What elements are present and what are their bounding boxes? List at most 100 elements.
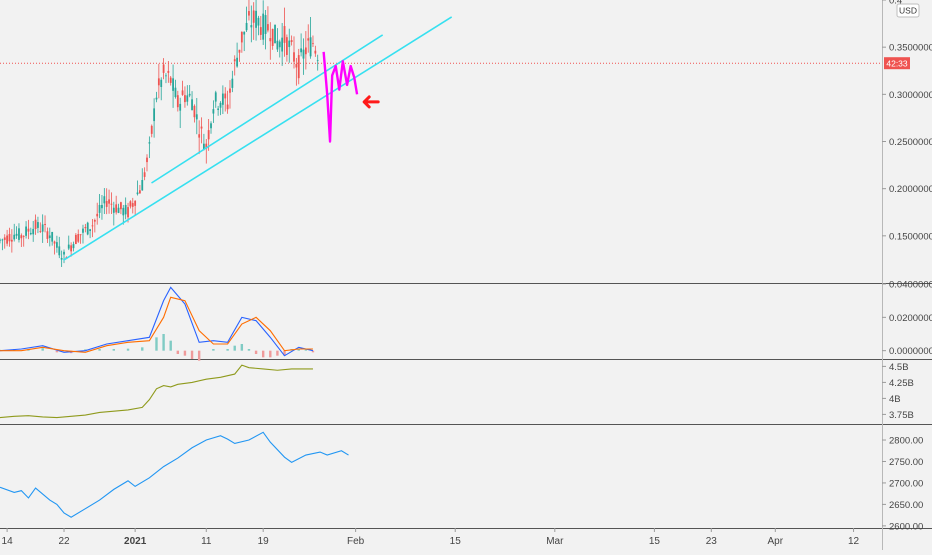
x-tick-label: Mar: [546, 536, 564, 547]
y-tick-label: 4.5B: [889, 362, 909, 373]
candle-body: [98, 204, 101, 213]
candle-body: [179, 103, 182, 111]
candle-body: [3, 237, 6, 240]
macd-histogram-bar: [283, 350, 286, 356]
candle-body: [176, 95, 179, 108]
candle-body: [252, 10, 255, 23]
macd-histogram-bar: [112, 349, 116, 351]
candle-body: [134, 200, 137, 206]
candle-body: [309, 37, 312, 57]
macd-histogram-bar: [254, 350, 258, 354]
candle-body: [129, 201, 132, 207]
candles: [0, 0, 319, 267]
candle-body: [300, 48, 303, 53]
candle-body: [32, 228, 35, 235]
candle-body: [10, 239, 13, 242]
candle-body: [101, 204, 103, 209]
candle-body: [297, 55, 300, 79]
arrow-marker: [362, 95, 380, 109]
candle-body: [255, 10, 257, 28]
candle-body: [143, 172, 146, 177]
y-tick-label: 4.25B: [889, 378, 914, 389]
y-tick-label: 0.00000000: [889, 346, 932, 357]
candle-body: [312, 43, 314, 45]
y-tick-label: 2700.00: [889, 478, 923, 489]
candle-body: [278, 41, 281, 48]
candle-body: [169, 77, 172, 83]
candle-body: [229, 88, 231, 93]
macd-histogram-bar: [155, 337, 158, 351]
candle-body: [162, 64, 165, 73]
x-tick-label: 15: [450, 536, 462, 547]
macd-histogram-bar: [240, 344, 244, 351]
macd-histogram-bar: [247, 349, 251, 351]
candle-body: [236, 57, 238, 67]
candle-body: [193, 105, 196, 118]
candle-body: [8, 234, 11, 242]
candle-body: [240, 31, 243, 43]
candle-body: [248, 11, 250, 16]
candle-body: [46, 231, 49, 239]
volume-series-line: [0, 364, 313, 419]
y-tick-label: 2800.00: [889, 436, 923, 447]
candle-body: [44, 223, 46, 225]
candle-body: [105, 200, 108, 207]
candle-body: [1, 239, 4, 241]
candle-body: [13, 234, 16, 240]
candle-body: [257, 17, 260, 26]
candle-body: [314, 50, 317, 54]
candle-body: [58, 246, 61, 256]
candle-body: [186, 95, 189, 102]
x-tick-label: 11: [201, 536, 212, 547]
candle-body: [89, 229, 91, 232]
candle-body: [150, 125, 153, 134]
candle-body: [51, 231, 54, 242]
candle-body: [233, 59, 236, 62]
x-tick-label: 19: [258, 536, 270, 547]
candle-body: [77, 234, 80, 242]
candle-body: [259, 27, 262, 35]
candle-body: [127, 207, 129, 218]
candle-body: [214, 92, 217, 102]
candle-body: [153, 108, 156, 122]
macd-histogram-bar: [297, 349, 300, 351]
candle-body: [274, 24, 276, 44]
macd-histogram-bar: [141, 347, 144, 351]
macd-series-line: [0, 286, 314, 357]
y-tick-label: 0.4: [889, 0, 902, 7]
candle-body: [37, 222, 39, 228]
candle-body: [84, 227, 87, 229]
candle-body: [103, 196, 106, 204]
candle-body: [290, 40, 293, 42]
macd-histogram-bar: [304, 349, 308, 351]
candle-body: [188, 93, 191, 96]
candle-body: [269, 38, 272, 42]
candle-body: [212, 109, 215, 114]
candle-body: [250, 25, 253, 28]
y-tick-label: 4B: [889, 394, 901, 405]
candle-body: [70, 245, 73, 252]
candle-body: [86, 222, 89, 235]
price-projection-drawing: [322, 51, 359, 143]
macd-histogram-bar: [126, 348, 130, 351]
candle-body: [63, 251, 65, 255]
candle-body: [264, 15, 267, 34]
y-tick-label: 2600.00: [889, 521, 923, 532]
candle-body: [245, 22, 248, 31]
candle-body: [207, 130, 210, 140]
y-tick-label: 3.75B: [889, 410, 914, 421]
candle-body: [122, 207, 125, 216]
candle-body: [316, 60, 319, 62]
candle-body: [243, 31, 246, 35]
candle-body: [67, 244, 70, 249]
macd-histogram-bar: [55, 350, 59, 353]
candle-body: [198, 134, 201, 138]
candle-body: [231, 78, 234, 88]
candle-body: [267, 24, 269, 31]
macd-histogram-bar: [98, 349, 101, 351]
